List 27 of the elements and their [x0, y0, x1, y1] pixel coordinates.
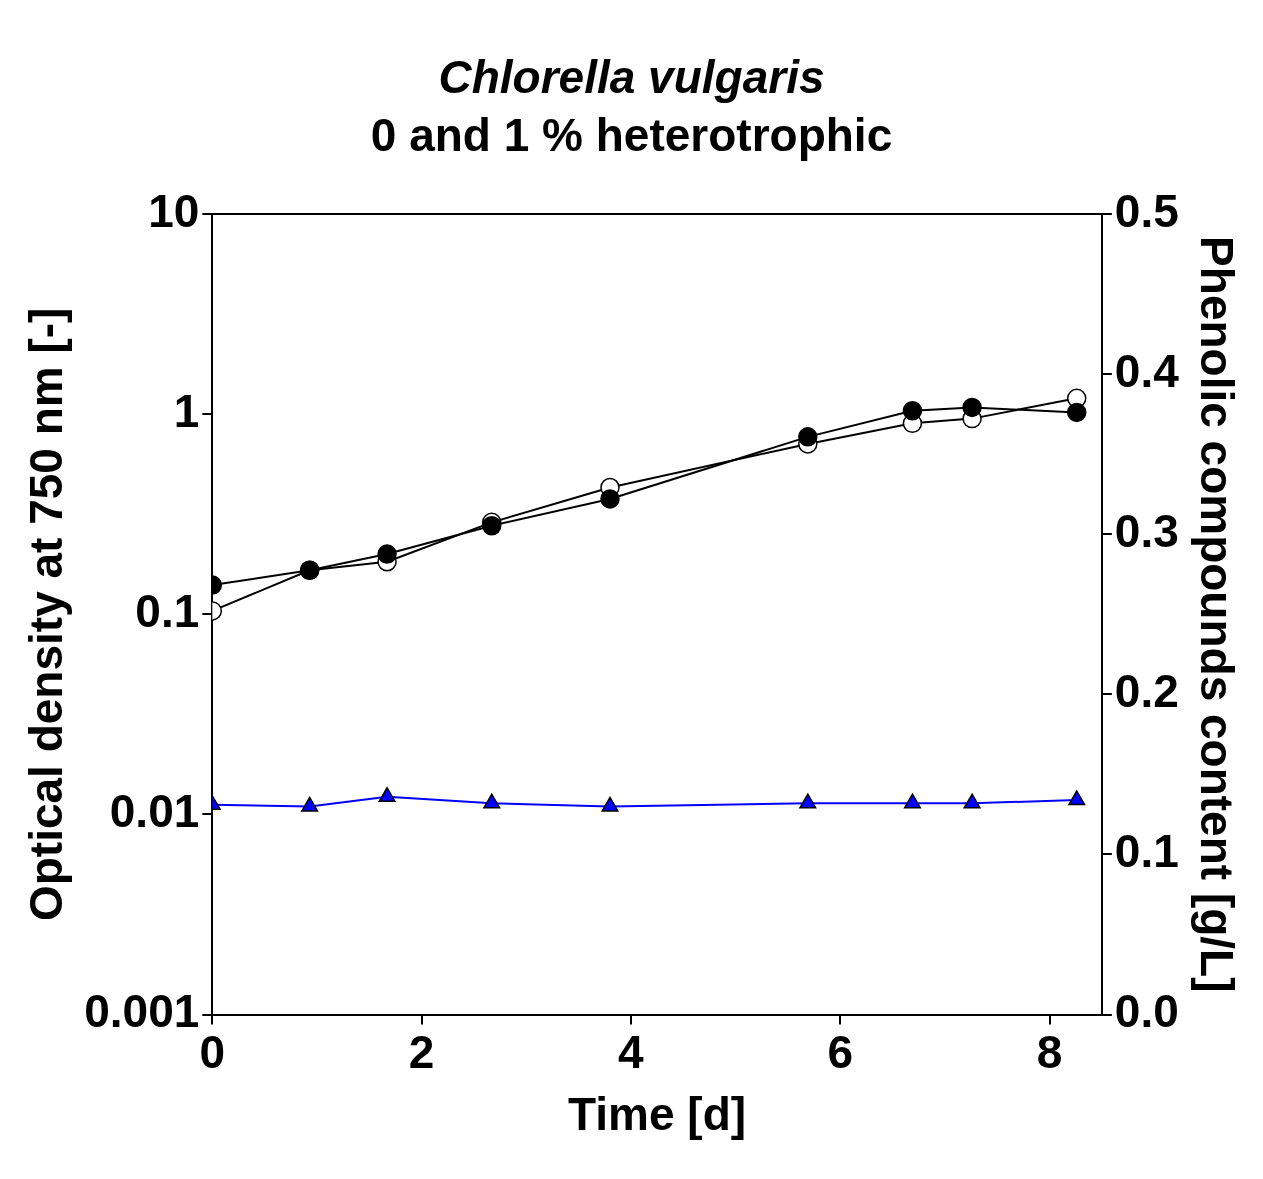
y2-tick-label: 0.5 — [1114, 184, 1179, 237]
y-tick-label: 1 — [173, 384, 200, 437]
x-tick-label: 0 — [199, 1025, 226, 1078]
x-axis-title: Time [d] — [568, 1088, 747, 1141]
point — [962, 397, 982, 418]
point — [798, 427, 818, 447]
x-tick-label: 2 — [408, 1025, 435, 1078]
point — [902, 400, 923, 421]
y2-tick-label: 0.3 — [1114, 504, 1179, 557]
y2-axis-title: Phenolic compounds content [g/L] — [1190, 236, 1243, 993]
chart-subtitle: 0 and 1 % heterotrophic — [369, 108, 894, 163]
chart-title: Chlorella vulgaris — [437, 50, 826, 105]
y2-tick-label: 0.4 — [1114, 344, 1180, 397]
point — [1066, 402, 1087, 423]
y2-tick-label: 0.1 — [1114, 825, 1179, 878]
y-tick-label: 0.1 — [135, 584, 200, 637]
y-tick-label: 10 — [148, 184, 200, 237]
x-tick-label: 6 — [827, 1025, 854, 1078]
y-axis-title: Optical density at 750 nm [-] — [20, 307, 73, 922]
point — [377, 544, 397, 564]
y-tick-label: 0.001 — [84, 985, 200, 1038]
x-tick-label: 8 — [1036, 1025, 1063, 1078]
y2-tick-label: 0.0 — [1114, 985, 1179, 1038]
y-tick-label: 0.01 — [109, 785, 200, 838]
point — [600, 489, 620, 509]
x-tick-label: 4 — [618, 1025, 645, 1078]
y2-tick-label: 0.2 — [1114, 665, 1179, 718]
